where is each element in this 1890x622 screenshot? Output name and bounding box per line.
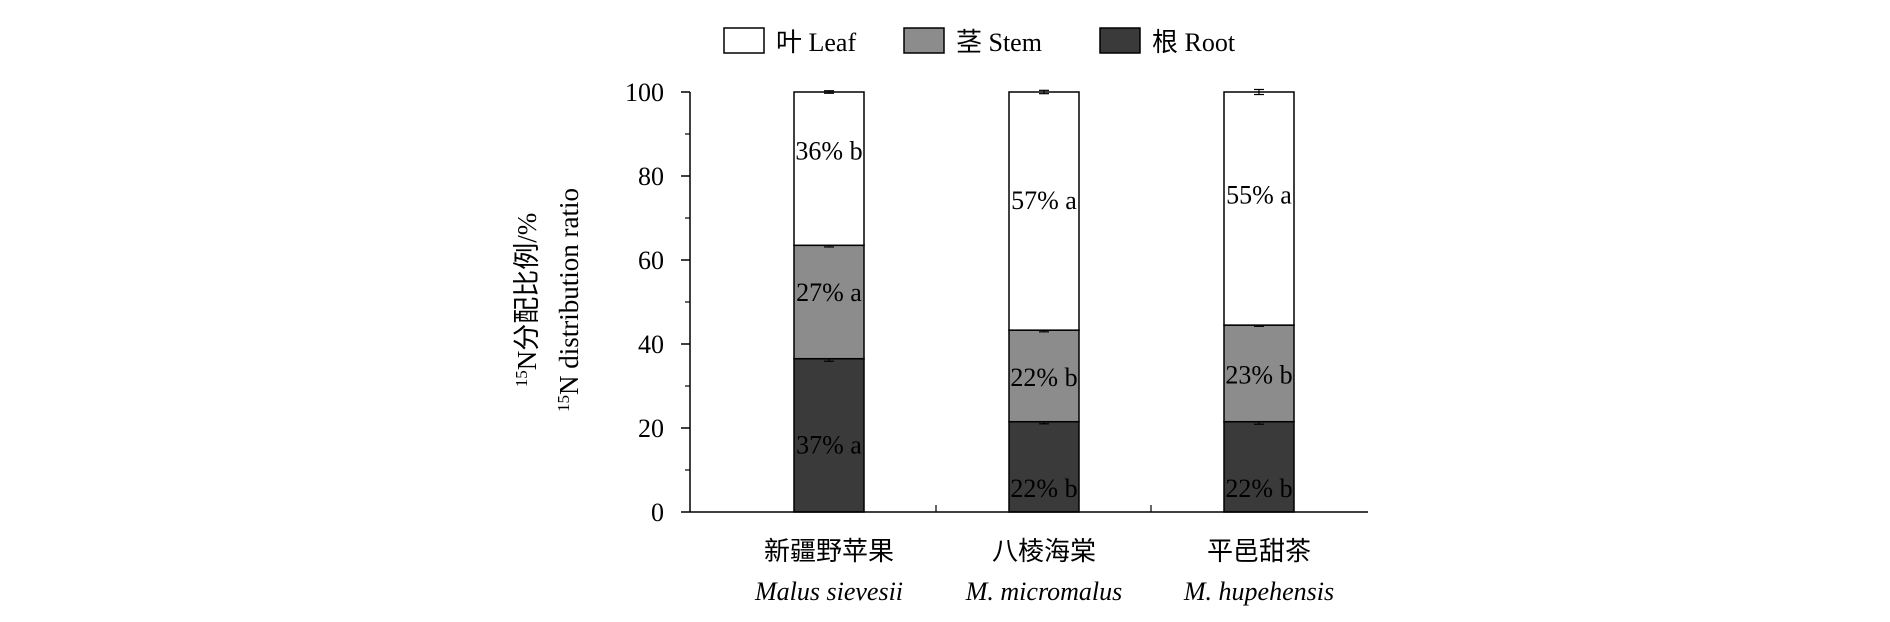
legend-label: 根 Root: [1152, 28, 1236, 57]
category-label-cn: 八棱海棠: [992, 537, 1096, 566]
y-tick-label: 100: [625, 78, 664, 107]
legend-swatch: [1099, 27, 1141, 54]
x-axis: 新疆野苹果 Malus sievesii 八棱海棠 M. micromalus 平邑甜茶…: [690, 505, 1368, 606]
y-title-superscript: 15: [554, 395, 573, 412]
y-title-superscript: 15: [512, 370, 531, 387]
y-title-text: N分配比例/%: [512, 213, 542, 371]
bar-segment: [793, 357, 865, 513]
category-label-latin: Malus sievesii: [754, 577, 903, 606]
y-tick-label: 80: [638, 162, 664, 191]
category-label-latin: M. hupehensis: [1183, 577, 1334, 606]
data-label: 27% a: [796, 278, 862, 307]
y-axis-title-en: 15N distribution ratio: [554, 188, 584, 412]
bar-segment: [1008, 91, 1080, 331]
y-tick-label: 60: [638, 246, 664, 275]
plot-area: 37% a 27% a 36% b 22% b 22% b 57% a 22% b 23% b…: [793, 88, 1295, 513]
category-label-cn: 平邑甜茶: [1207, 537, 1311, 566]
y-tick-label: 40: [638, 330, 664, 359]
legend-swatch: [723, 27, 765, 54]
category-label-cn: 新疆野苹果: [764, 537, 894, 566]
y-title-text: N distribution ratio: [554, 188, 584, 395]
y-tick-label: 0: [651, 498, 664, 527]
y-axis-title-cn: 15N分配比例/%: [512, 213, 542, 388]
data-label: 36% b: [795, 137, 862, 166]
data-label: 22% b: [1010, 363, 1077, 392]
bar-segment: [1223, 91, 1295, 326]
data-label: 57% a: [1011, 186, 1077, 215]
category-label-latin: M. micromalus: [965, 577, 1122, 606]
data-label: 22% b: [1010, 474, 1077, 503]
y-tick-label: 20: [638, 414, 664, 443]
bar-segment: [1223, 420, 1295, 513]
data-label: 22% b: [1225, 474, 1292, 503]
legend: 叶 Leaf 茎 Stem 根 Root: [723, 27, 1236, 57]
data-label: 23% b: [1225, 360, 1292, 389]
bar-segment: [1223, 324, 1295, 423]
data-label: 55% a: [1226, 181, 1292, 210]
legend-label: 茎 Stem: [956, 28, 1042, 57]
legend-label: 叶 Leaf: [776, 28, 856, 57]
data-label: 37% a: [796, 430, 862, 459]
bar-segment: [793, 91, 865, 247]
legend-swatch: [903, 27, 945, 54]
